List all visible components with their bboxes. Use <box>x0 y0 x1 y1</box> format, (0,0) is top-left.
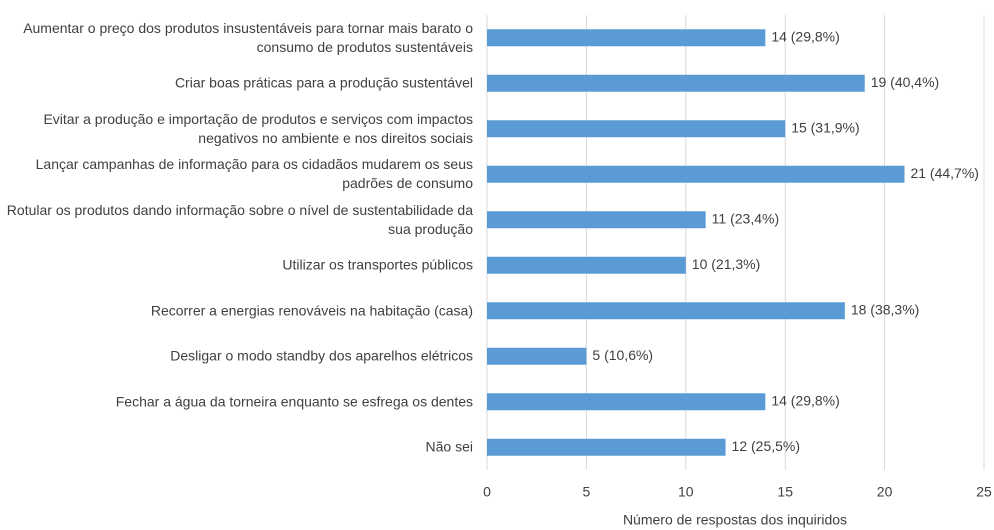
y-tick-label: Aumentar o preço dos produtos insustentá… <box>23 19 473 55</box>
bar <box>487 302 845 320</box>
data-label: 18 (38,3%) <box>851 301 919 317</box>
x-tick-label: 25 <box>976 484 992 500</box>
data-label: 11 (23,4%) <box>712 210 779 226</box>
data-label: 10 (21,3%) <box>692 256 760 272</box>
x-tick-label: 15 <box>777 484 793 500</box>
data-label: 14 (29,8%) <box>771 392 839 408</box>
y-tick-label: Rotular os produtos dando informação sob… <box>6 201 473 237</box>
y-tick-label: Fechar a água da torneira enquanto se es… <box>115 393 473 410</box>
y-tick-label: Não sei <box>425 438 473 455</box>
x-axis-label: Número de respostas dos inquiridos <box>623 512 847 528</box>
x-tick-label: 10 <box>678 484 694 500</box>
bar <box>487 120 786 138</box>
bar <box>487 438 726 456</box>
y-tick-label: Recorrer a energias renováveis na habita… <box>150 302 473 319</box>
bar <box>487 256 686 274</box>
y-tick-label: Evitar a produção e importação de produt… <box>43 110 473 146</box>
bar <box>487 165 905 183</box>
bar <box>487 347 587 365</box>
x-tick-label: 0 <box>483 484 491 500</box>
y-tick-label: Criar boas práticas para a produção sust… <box>174 74 473 91</box>
y-tick-label: Utilizar os transportes públicos <box>282 256 473 273</box>
y-tick-label: Lançar campanhas de informação para os c… <box>35 156 473 192</box>
y-tick-label: Desligar o modo standby dos aparelhos el… <box>170 347 473 364</box>
data-label: 12 (25,5%) <box>732 438 800 454</box>
x-tick-label: 20 <box>877 484 893 500</box>
bar <box>487 29 766 47</box>
bar <box>487 211 706 229</box>
data-label: 19 (40,4%) <box>871 74 939 90</box>
bar <box>487 393 766 411</box>
bar <box>487 74 865 92</box>
data-label: 14 (29,8%) <box>771 28 839 44</box>
data-label: 21 (44,7%) <box>910 165 978 181</box>
data-label: 15 (31,9%) <box>791 119 859 135</box>
x-tick-label: 5 <box>583 484 591 500</box>
data-label: 5 (10,6%) <box>592 347 653 363</box>
